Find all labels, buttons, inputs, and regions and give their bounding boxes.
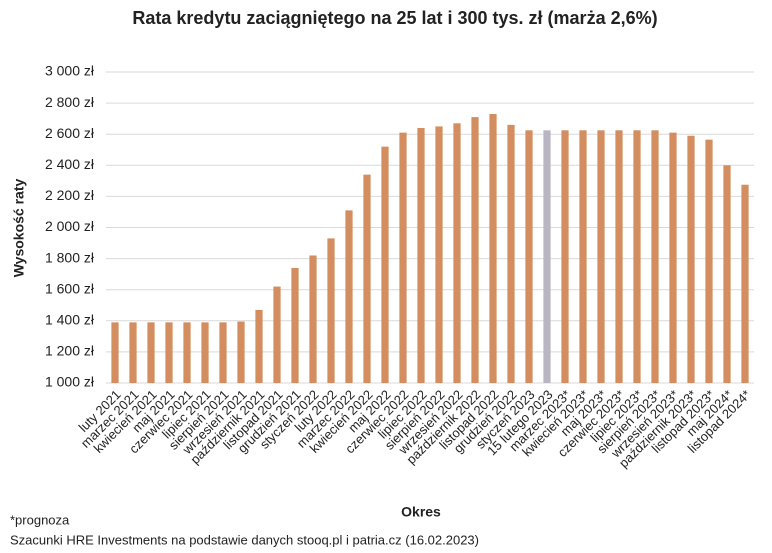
bar [273, 286, 281, 383]
bar [219, 322, 227, 383]
footnote: Szacunki HRE Investments na podstawie da… [10, 532, 479, 547]
y-tick-label: 1 200 zł [45, 343, 95, 359]
y-tick-label: 1 000 zł [45, 374, 95, 390]
bar [147, 322, 155, 383]
y-tick-label: 2 600 zł [45, 125, 95, 141]
y-axis-title: Wysokość raty [11, 179, 27, 278]
bar [507, 124, 515, 384]
bar [579, 130, 587, 383]
bar [309, 255, 317, 383]
bar [111, 322, 119, 383]
bar [615, 130, 623, 383]
bar [489, 113, 497, 384]
y-tick-label: 2 200 zł [45, 187, 95, 203]
bar [525, 130, 533, 383]
bar [399, 132, 407, 383]
bar [183, 322, 191, 383]
bar [543, 130, 551, 383]
bar [327, 238, 335, 383]
bar [597, 130, 605, 383]
bar [723, 165, 731, 383]
bar [453, 123, 461, 383]
footnote: *prognoza [10, 512, 70, 527]
y-tick-label: 1 600 zł [45, 280, 95, 296]
bar [561, 130, 569, 383]
bar [291, 267, 299, 383]
y-tick-label: 1 800 zł [45, 249, 95, 265]
bar [381, 146, 389, 383]
y-tick-label: 3 000 zł [45, 63, 95, 79]
bar [345, 210, 353, 383]
y-tick-label: 2 400 zł [45, 156, 95, 172]
bar [669, 132, 677, 383]
bar [363, 174, 371, 383]
bar [201, 322, 209, 383]
bar [471, 117, 479, 383]
bar [651, 130, 659, 383]
y-tick-label: 1 400 zł [45, 312, 95, 328]
bar [165, 322, 173, 383]
y-tick-label: 2 800 zł [45, 94, 95, 110]
bar [687, 135, 695, 383]
bar [705, 139, 713, 383]
bar [417, 127, 425, 383]
bar [129, 322, 137, 383]
bar [633, 130, 641, 383]
bar [435, 126, 443, 384]
x-axis-title: Okres [401, 504, 441, 520]
chart-title: Rata kredytu zaciągniętego na 25 lat i 3… [132, 8, 657, 28]
bar [255, 309, 263, 383]
y-tick-label: 2 000 zł [45, 218, 95, 234]
bar [741, 184, 749, 383]
bar [237, 321, 245, 383]
